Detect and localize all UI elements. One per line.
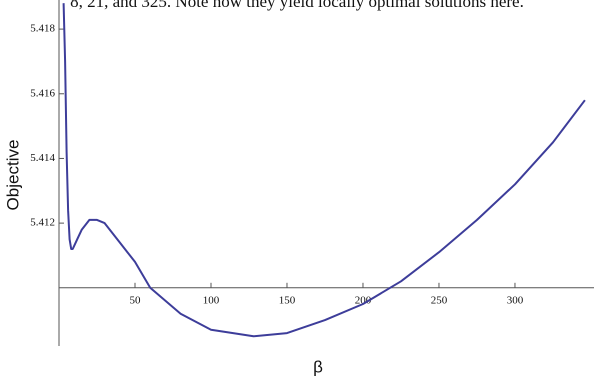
x-tick-label: 50: [129, 294, 141, 306]
y-tick-label: 5.418: [30, 23, 55, 35]
x-tick-label: 100: [203, 294, 220, 306]
y-axis-label: Objective: [3, 140, 22, 211]
y-tick-label: 5.412: [30, 217, 55, 229]
line: [62, 3, 586, 338]
y-tick-label: 5.414: [30, 152, 55, 164]
x-axis-label: β: [313, 357, 323, 376]
caption: 8, 21, and 325. Note how they yield loca…: [70, 0, 524, 11]
y-tick-label: 5.416: [30, 87, 55, 99]
x-tick-label: 250: [431, 294, 448, 306]
x-tick-label: 200: [355, 294, 372, 306]
x-tick-label: 150: [279, 294, 296, 306]
x-tick-label: 300: [507, 294, 524, 306]
